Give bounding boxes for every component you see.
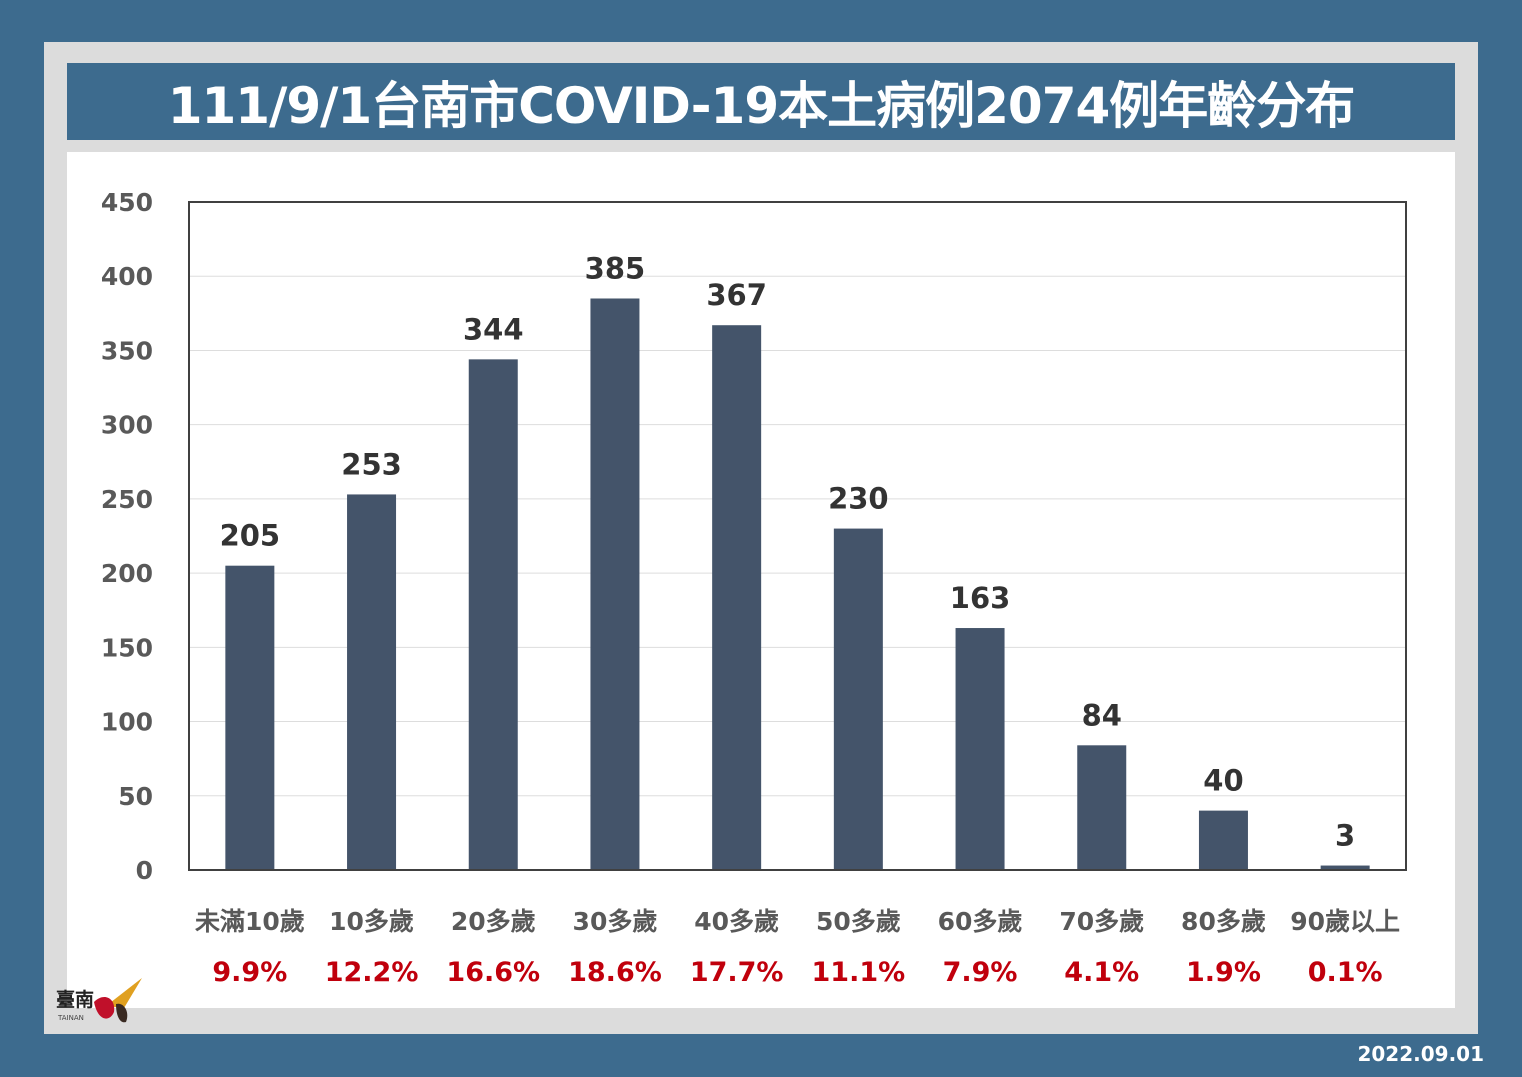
bar (1320, 865, 1370, 870)
data-label: 84 (1082, 698, 1122, 732)
tainan-logo: 臺南 TAINAN (56, 978, 142, 1023)
x-tick-label: 90歲以上 (1290, 907, 1400, 936)
x-tick-label: 未滿10歲 (195, 907, 305, 936)
x-tick-label: 30多歲 (573, 907, 658, 936)
y-tick-label: 450 (101, 188, 153, 217)
bar (1077, 745, 1127, 870)
bar (712, 325, 762, 871)
percent-labels: 9.9% 12.2% 16.6% 18.6% 17.7% 11.1% 7.9% 4.1% 1.9… (212, 957, 1382, 988)
bar (955, 628, 1005, 870)
x-tick-label: 60多歲 (938, 907, 1023, 936)
title-bar: 111/9/1台南市COVID-19本土病例2074例年齡分布 (67, 63, 1455, 140)
percent-label: 0.1% (1308, 957, 1383, 988)
percent-label: 9.9% (212, 957, 287, 988)
percent-label: 12.2% (325, 957, 419, 988)
date-stamp: 2022.09.01 (1357, 1042, 1484, 1066)
chart-title: 111/9/1台南市COVID-19本土病例2074例年齡分布 (167, 76, 1356, 135)
logo-subtext: TAINAN (57, 1014, 84, 1022)
percent-label: 7.9% (943, 957, 1018, 988)
logo-text: 臺南 (56, 988, 94, 1011)
data-label: 367 (706, 278, 767, 312)
logo-emblem-red (94, 997, 115, 1019)
y-tick-label: 250 (101, 485, 153, 514)
data-label: 230 (828, 482, 889, 516)
x-tick-label: 10多歲 (329, 907, 414, 936)
logo-emblem-dark (116, 1003, 128, 1023)
y-tick-label: 200 (101, 559, 153, 588)
data-label: 344 (463, 312, 524, 346)
bar-chart: 0 50 100 150 200 250 300 350 400 450 205 253 344 385… (101, 188, 1407, 988)
x-tick-labels: 未滿10歲 10多歲 20多歲 30多歲 40多歲 50多歲 60多歲 70多歲 80多歲 90歲… (195, 907, 1400, 936)
percent-label: 18.6% (568, 957, 662, 988)
chart-panel: 0 50 100 150 200 250 300 350 400 450 205 253 344 385… (67, 152, 1455, 1008)
data-label: 3 (1335, 819, 1355, 853)
x-tick-label: 70多歲 (1059, 907, 1144, 936)
y-tick-label: 50 (118, 782, 153, 811)
bar (833, 528, 883, 870)
y-tick-labels: 0 50 100 150 200 250 300 350 400 450 (101, 188, 153, 885)
plot-border (188, 201, 1407, 871)
y-tick-label: 400 (101, 262, 153, 291)
bars (225, 298, 1370, 871)
x-tick-label: 80多歲 (1181, 907, 1266, 936)
y-tick-label: 150 (101, 633, 153, 662)
data-label: 40 (1203, 764, 1243, 798)
data-label: 205 (220, 519, 281, 553)
percent-label: 16.6% (446, 957, 540, 988)
logo-emblem-gold (106, 978, 142, 1008)
data-label: 163 (950, 581, 1011, 615)
percent-label: 11.1% (812, 957, 906, 988)
percent-label: 1.9% (1186, 957, 1261, 988)
percent-label: 4.1% (1064, 957, 1139, 988)
bar (225, 565, 275, 870)
x-tick-label: 40多歲 (694, 907, 779, 936)
y-tick-label: 300 (101, 411, 153, 440)
data-label: 253 (341, 447, 402, 481)
percent-label: 17.7% (690, 957, 784, 988)
y-tick-label: 100 (101, 708, 153, 737)
data-label: 385 (585, 251, 646, 285)
bar (468, 359, 518, 870)
x-tick-label: 50多歲 (816, 907, 901, 936)
bar (347, 494, 397, 870)
y-tick-label: 0 (136, 856, 153, 885)
data-labels: 205 253 344 385 367 230 163 84 40 3 (220, 251, 1356, 852)
y-tick-label: 350 (101, 336, 153, 365)
bar (1198, 810, 1248, 870)
x-tick-label: 20多歲 (451, 907, 536, 936)
bar (590, 298, 640, 870)
